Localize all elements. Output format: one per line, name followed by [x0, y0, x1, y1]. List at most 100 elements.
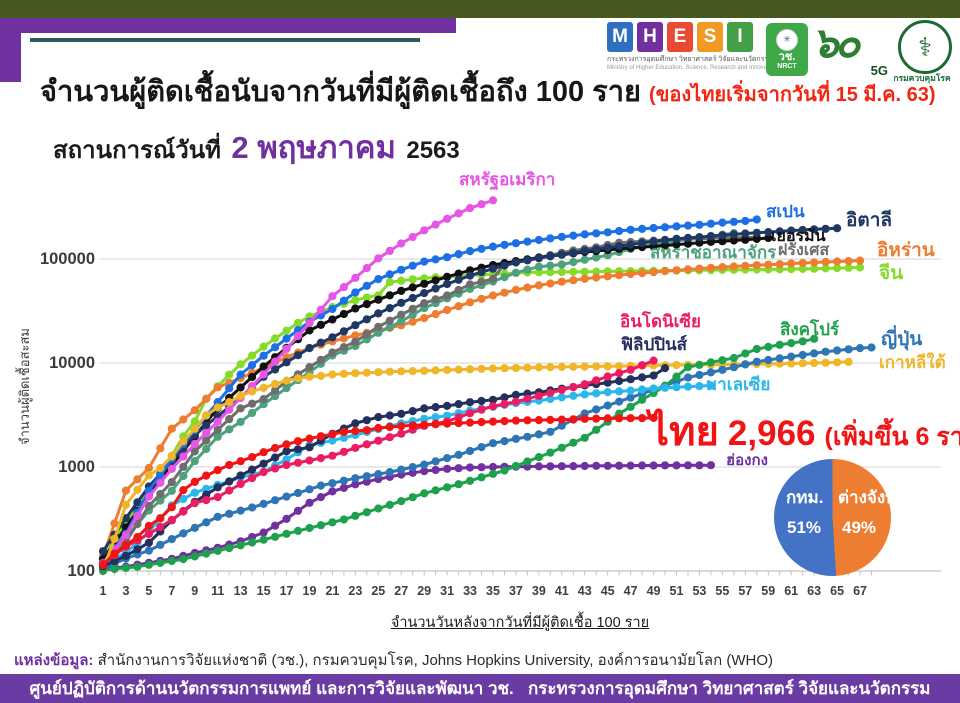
mhesi-letter-I: I [727, 22, 753, 52]
y-axis-label: จำนวนผู้ติดเชื้อสะสม [17, 328, 32, 446]
mhesi-letter-E: E [667, 22, 693, 52]
sixty-number: ๖๐ [812, 19, 860, 66]
x-tick-23: 23 [348, 584, 363, 598]
x-tick-15: 15 [256, 584, 271, 598]
x-tick-5: 5 [145, 584, 153, 598]
subtitle-date: 2 พฤษภาคม [231, 130, 396, 165]
nrct-thai-label: วช. [778, 50, 796, 63]
disease-control-caption: กรมควบคุมโรค [893, 73, 951, 83]
series-label-japan: ญี่ปุ่น [881, 329, 923, 350]
x-tick-29: 29 [417, 584, 432, 598]
series-label-philippines: ฟิลิปปินส์ [621, 335, 688, 354]
x-tick-1: 1 [99, 584, 107, 598]
subtitle-prefix: สถานการณ์วันที่ [53, 137, 221, 164]
mhesi-letter-H: H [637, 22, 663, 52]
x-tick-57: 57 [738, 584, 753, 598]
five-g-label: 5G [870, 63, 888, 78]
disease-control-seal-icon: ⚕ [898, 20, 952, 74]
series-label-malaysia: มาเลเซีย [706, 375, 771, 394]
x-tick-61: 61 [784, 584, 799, 598]
series-label-korea: เกาหลีใต้ [879, 353, 946, 372]
x-tick-63: 63 [807, 584, 822, 598]
y-tick-1000: 1000 [58, 458, 95, 476]
x-tick-9: 9 [191, 584, 199, 598]
thailand-daily-increase: (เพิ่มขึ้น 6 ราย) [824, 423, 960, 451]
mhesi-letter-S: S [697, 22, 723, 52]
x-tick-19: 19 [302, 584, 317, 598]
x-tick-37: 37 [508, 584, 523, 598]
series-thailand [98, 413, 658, 570]
x-tick-11: 11 [211, 584, 225, 598]
title-main: จำนวนผู้ติดเชื้อนับจากวันที่มีผู้ติดเชื้… [40, 76, 642, 108]
series-label-china: จีน [879, 263, 904, 284]
teal-divider [30, 38, 420, 42]
x-tick-25: 25 [371, 584, 386, 598]
x-tick-21: 21 [325, 584, 340, 598]
series-hongkong [98, 461, 716, 573]
x-tick-45: 45 [600, 584, 615, 598]
x-tick-59: 59 [761, 584, 776, 598]
mhesi-english-caption: Ministry of Higher Education, Science, R… [607, 65, 777, 71]
series-usa [98, 196, 498, 568]
mhesi-thai-caption: กระทรวงการอุดมศึกษา วิทยาศาสตร์ วิจัยและ… [607, 56, 773, 63]
thailand-callout: ไทย 2,966 (เพิ่มขึ้น 6 ราย) [649, 399, 960, 463]
page-title: จำนวนผู้ติดเชื้อนับจากวันที่มีผู้ติดเชื้… [40, 68, 936, 114]
x-tick-53: 53 [692, 584, 707, 598]
series-label-italy: อิตาลี [846, 210, 893, 231]
series-spain [98, 215, 761, 567]
x-axis-label: จำนวนวันหลังจากวันที่มีผู้ติดเชื้อ 100 ร… [390, 615, 650, 631]
series-label-uk: สหราชอาณาจักร [650, 243, 777, 262]
source-prefix: แหล่งข้อมูล: [14, 652, 94, 669]
x-tick-47: 47 [623, 584, 638, 598]
pie-value-provinces: 49% [842, 518, 877, 537]
nrct-logo: ✳ วช. NRCT [766, 23, 808, 76]
series-label-singapore: สิงคโปร์ [780, 320, 840, 339]
x-tick-27: 27 [394, 584, 409, 598]
series-label-spain: สเปน [766, 202, 805, 221]
series-label-usa: สหรัฐอเมริกา [459, 170, 556, 189]
title-note: (ของไทยเริ่มจากวันที่ 15 มี.ค. 63) [649, 84, 936, 106]
x-tick-41: 41 [554, 584, 569, 598]
top-olive-bar [0, 0, 960, 18]
sixty-anniversary-logo: ๖๐ 5G [812, 19, 890, 78]
x-tick-33: 33 [463, 584, 477, 598]
x-tick-55: 55 [715, 584, 730, 598]
x-tick-35: 35 [486, 584, 500, 598]
series-label-france: ฝรั่งเศส [778, 242, 830, 259]
y-tick-100000: 100000 [39, 250, 95, 268]
y-tick-10000: 10000 [49, 354, 95, 372]
x-tick-49: 49 [646, 584, 661, 598]
series-philippines [98, 364, 670, 571]
series-label-iran: อิหร่าน [877, 240, 935, 261]
data-source-line: แหล่งข้อมูล: สำนักงานการวิจัยแห่งชาติ (ว… [14, 648, 773, 672]
bkk-vs-provinces-pie [774, 459, 891, 576]
x-tick-17: 17 [279, 584, 294, 598]
footer-bar: ศูนย์ปฏิบัติการด้านนวัตกรรมการแพทย์ และก… [0, 674, 960, 703]
series-indonesia [98, 356, 658, 569]
x-tick-65: 65 [830, 584, 845, 598]
x-tick-43: 43 [577, 584, 592, 598]
series-uk [98, 229, 739, 569]
nrct-english-label: NRCT [777, 63, 797, 71]
mhesi-letter-M: M [607, 22, 633, 52]
series-label-germany: เยอรมัน [771, 228, 826, 245]
pie-label-bkk: กทม. [786, 488, 824, 507]
caduceus-icon: ⚕ [917, 31, 933, 62]
nrct-seal-icon: ✳ [776, 28, 798, 51]
x-tick-51: 51 [669, 584, 684, 598]
x-tick-13: 13 [233, 584, 248, 598]
left-purple-strip [0, 18, 21, 82]
x-tick-7: 7 [168, 584, 176, 598]
subtitle-year: 2563 [406, 137, 460, 164]
x-tick-31: 31 [440, 584, 455, 598]
pie-label-provinces: ต่างจังหวัด [838, 488, 917, 507]
pie-value-bkk: 51% [787, 518, 822, 537]
series-label-indonesia: อินโดนิเซีย [620, 312, 701, 331]
x-tick-39: 39 [531, 584, 546, 598]
source-body: สำนักงานการวิจัยแห่งชาติ (วช.), กรมควบคุ… [93, 652, 774, 669]
series-malaysia [98, 381, 716, 569]
top-purple-band [0, 18, 456, 33]
